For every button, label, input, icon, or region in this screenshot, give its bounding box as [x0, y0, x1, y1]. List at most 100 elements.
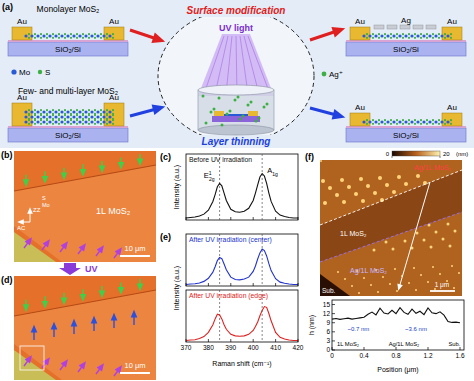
- ag-particle: [377, 291, 379, 293]
- region-label: Sub.: [322, 287, 336, 294]
- ag-particle: [328, 186, 332, 190]
- y-tick: [332, 313, 335, 314]
- s-atom: [82, 109, 84, 111]
- substrate: [8, 128, 128, 142]
- s-atom: [76, 33, 78, 35]
- edge-arrow-head: [31, 325, 38, 333]
- s-atom: [366, 33, 368, 35]
- afm-image: 1 μm: [320, 160, 462, 296]
- s-atom: [112, 37, 114, 39]
- x-axis-label: Position (μm): [377, 366, 418, 374]
- x-tick: [208, 217, 209, 220]
- ag-ion: [263, 106, 266, 109]
- edge-arrow-head: [61, 297, 68, 305]
- ag-deposit: [374, 25, 384, 29]
- x-tick: [186, 339, 187, 342]
- s-atom: [34, 123, 36, 125]
- region-label: Ag/1L MoS₂: [389, 341, 420, 347]
- s-atom: [40, 109, 42, 111]
- s-atom: [28, 37, 30, 39]
- x-tick: [275, 339, 276, 342]
- edge-arrow-head: [118, 287, 125, 295]
- ag-particle: [396, 290, 398, 292]
- series-line: [186, 174, 298, 218]
- x-tick: [332, 347, 333, 350]
- ag-ion: [213, 108, 216, 111]
- s-atom: [106, 37, 108, 39]
- s-atom: [372, 119, 374, 121]
- mo-atom: [416, 120, 419, 123]
- oxide: [346, 40, 466, 42]
- s-atom: [106, 33, 108, 35]
- mo-atom: [446, 120, 449, 123]
- s-atom: [420, 33, 422, 35]
- peak-label: E12g: [204, 170, 215, 182]
- figure: (a)Monolayer MoS₂SiO₂/SiAuAuFew- and mul…: [0, 0, 474, 381]
- ag-particle: [320, 160, 322, 162]
- mo-atom: [36, 110, 39, 113]
- mo-atom: [30, 115, 33, 118]
- mo-atom: [102, 110, 105, 113]
- mo-atom: [102, 34, 105, 37]
- edge-arrow-head: [25, 355, 32, 363]
- mo-atom: [440, 34, 443, 37]
- s-atom: [82, 118, 84, 120]
- mo-atom: [60, 34, 63, 37]
- atom-legend: S: [45, 68, 50, 77]
- s-atom: [70, 123, 72, 125]
- mo-atom: [30, 120, 33, 123]
- mo-atom: [422, 34, 425, 37]
- edge-arrow-head: [115, 247, 122, 255]
- s-atom: [46, 109, 48, 111]
- plot-area: [332, 308, 460, 323]
- panel-a-background: [0, 0, 474, 148]
- s-atom: [384, 119, 386, 121]
- ion-legend: Ag⁺: [329, 70, 343, 79]
- s-atom: [384, 33, 386, 35]
- s-atom: [378, 33, 380, 35]
- s-atom: [408, 37, 410, 39]
- peak-label: A1g: [267, 166, 278, 177]
- mo-atom: [42, 115, 45, 118]
- ag-particle: [382, 276, 384, 278]
- x-tick: [428, 347, 429, 350]
- mo-atom: [108, 110, 111, 113]
- s-atom: [426, 119, 428, 121]
- ag-particle: [342, 200, 346, 204]
- ag-particle: [451, 265, 453, 267]
- mo-atom: [416, 34, 419, 37]
- x-tick: [298, 339, 299, 342]
- mo-atom: [54, 34, 57, 37]
- s-atom: [444, 123, 446, 125]
- optical-image: 10 μm: [14, 276, 156, 380]
- s-atom: [58, 123, 60, 125]
- edge-arrow-head: [97, 245, 104, 253]
- s-atom: [396, 123, 398, 125]
- mos2-flake: [14, 290, 156, 380]
- oxide: [8, 40, 128, 42]
- s-atom: [28, 33, 30, 35]
- plot-area: [186, 234, 298, 286]
- y-tick-label: 3: [326, 337, 330, 344]
- s-atom: [414, 33, 416, 35]
- mo-atom: [428, 120, 431, 123]
- panel-label: (f): [305, 152, 314, 162]
- mo-atom: [410, 34, 413, 37]
- s-atom: [28, 109, 30, 111]
- s-atom: [112, 109, 114, 111]
- substrate-label: SiO₂/Si: [393, 131, 419, 140]
- mo-atom: [42, 34, 45, 37]
- mo-atom: [404, 120, 407, 123]
- s-atom: [106, 113, 108, 115]
- scale-bar: [430, 290, 455, 292]
- axis-arrow-head: [17, 219, 24, 225]
- substrate-label: SiO₂/Si: [55, 131, 81, 140]
- s-atom: [52, 113, 54, 115]
- ag-particle: [366, 184, 370, 188]
- uv-beam: [198, 34, 274, 96]
- edge-arrow-head: [99, 290, 106, 298]
- x-tick: [208, 339, 209, 342]
- s-atom: [450, 37, 452, 39]
- mo-atom: [78, 110, 81, 113]
- substrate: [346, 128, 466, 142]
